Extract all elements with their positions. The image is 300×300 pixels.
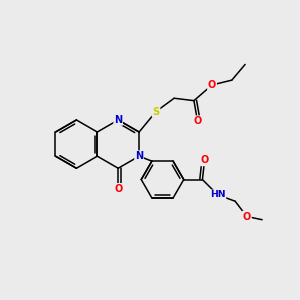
- Text: N: N: [114, 115, 122, 125]
- Text: O: O: [114, 184, 122, 194]
- Text: O: O: [194, 116, 202, 126]
- Text: O: O: [208, 80, 216, 90]
- Text: O: O: [200, 155, 209, 165]
- Text: S: S: [152, 106, 160, 116]
- Text: O: O: [243, 212, 251, 221]
- Text: HN: HN: [210, 190, 226, 200]
- Text: N: N: [135, 151, 143, 161]
